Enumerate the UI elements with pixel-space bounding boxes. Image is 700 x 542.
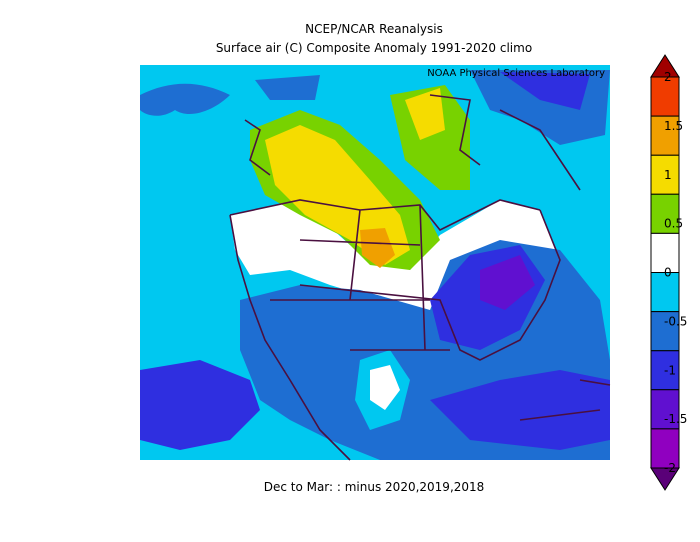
colorbar-label: 2: [664, 70, 672, 84]
colorbar-swatch: [650, 467, 680, 491]
colorbar-label: 0: [664, 266, 672, 280]
colorbar-label: 1: [664, 168, 672, 182]
anomaly-region: [500, 72, 590, 110]
colorbar-label: -1.5: [664, 412, 687, 426]
subtitle: Surface air (C) Composite Anomaly 1991-2…: [216, 41, 532, 55]
colorbar: 2 1.5 1 0.5 0 -0.5 -1 -1.5 -2: [650, 54, 687, 491]
anomaly-region: [480, 255, 535, 310]
colorbar-label: 1.5: [664, 119, 683, 133]
borders: [229, 94, 611, 461]
colorbar-label: -2: [664, 461, 676, 475]
colorbar-label: -0.5: [664, 314, 687, 328]
anomaly-region: [430, 370, 610, 450]
colorbar-label: 0.5: [664, 217, 683, 231]
anomaly-region: [370, 365, 400, 410]
footer: Dec to Mar: : minus 2020,2019,2018: [264, 480, 485, 494]
anomaly-region: [140, 83, 230, 116]
credit: NOAA Physical Sciences Laboratory: [427, 68, 605, 79]
title: NCEP/NCAR Reanalysis: [305, 22, 443, 36]
anomaly-region: [140, 360, 260, 450]
anomaly-region: [405, 88, 445, 140]
anomaly-region: [255, 75, 320, 100]
colorbar-label: -1: [664, 363, 676, 377]
anomaly-region: [360, 228, 395, 268]
map: NOAA Physical Sciences Laboratory: [140, 65, 611, 461]
